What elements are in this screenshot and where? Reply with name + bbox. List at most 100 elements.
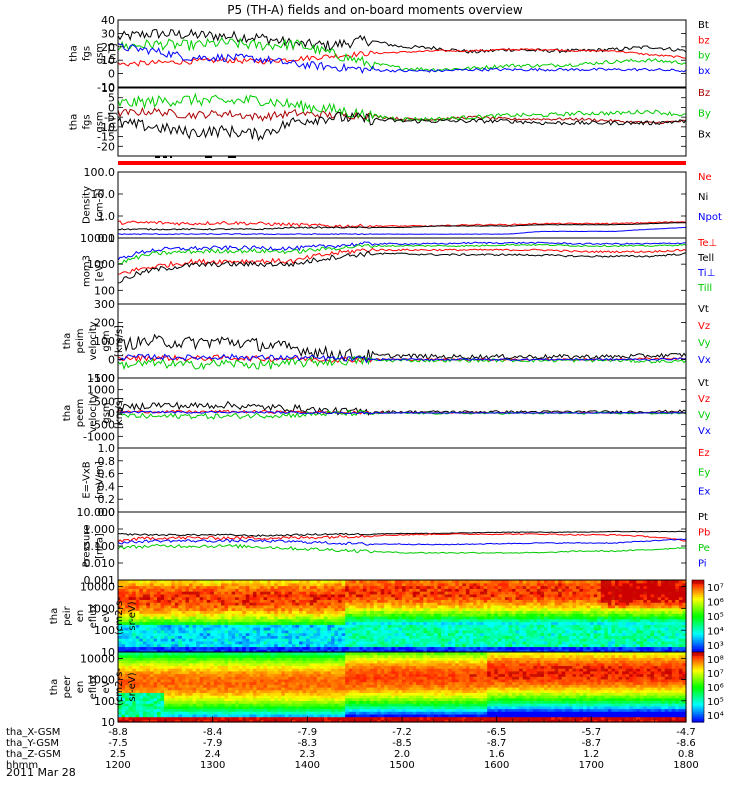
y-tick-label: 10000 — [80, 652, 115, 665]
series-line-Te⊥ — [117, 247, 687, 275]
colorbar-label: 10⁴ — [707, 627, 724, 638]
colorbar-label: 10⁷ — [707, 669, 724, 680]
panel-7: 10.000 1.000 0.100 0.010 0.001 Pressure [nPa] P… — [77, 506, 711, 587]
y-tick-label: -15 — [97, 131, 115, 144]
y-tick-label: 5 — [108, 92, 115, 105]
colorbar-label: 10⁷ — [707, 583, 724, 594]
y-tick-label: 0.001 — [84, 574, 116, 587]
time-row-value: 2.4 — [205, 749, 221, 760]
y-tick-label: 10 — [101, 82, 115, 95]
legend-entry: Npot — [698, 212, 722, 223]
y-tick-label: 100.0 — [84, 166, 116, 179]
y-tick-label: 0.4 — [98, 480, 116, 493]
colorbar-8: 10⁷ 10⁶ 10⁵ 10⁴ 10³ — [691, 579, 724, 653]
time-row-value: -7.5 — [108, 738, 128, 749]
legend-entry: bz — [698, 35, 710, 46]
series-line-By — [117, 92, 687, 123]
legend-entry: Ex — [698, 487, 710, 498]
y-tick-label: 0 — [108, 407, 115, 420]
time-row-value: -6.5 — [487, 727, 507, 738]
legend-entry: Vt — [698, 304, 709, 315]
legend-1: Bz By Bx — [698, 88, 711, 140]
time-row-value: 1500 — [389, 760, 414, 771]
series-line-Vy — [117, 355, 687, 371]
legend-2: Ne Ni Npot — [698, 172, 722, 223]
y-tick-label: 300 — [94, 298, 115, 311]
flag-mark — [170, 156, 172, 158]
y-tick-label: 10.0 — [91, 188, 116, 201]
time-row-value: 1300 — [200, 760, 225, 771]
time-row-value: 1.2 — [583, 749, 599, 760]
y-tick-label: 100 — [94, 335, 115, 348]
y-tick-label: 0.010 — [84, 557, 116, 570]
colorbar-label: 10³ — [707, 641, 724, 652]
time-row-value: 1800 — [673, 760, 698, 771]
y-tick-label: 1500 — [87, 372, 115, 385]
y-tick-label: 0.8 — [98, 455, 116, 468]
time-row-value: -8.7 — [582, 738, 602, 749]
panel-frame — [117, 171, 687, 239]
y-tick-label: -100 — [90, 372, 115, 385]
series-line-Pt — [117, 530, 687, 538]
legend-entry: Till — [697, 283, 712, 294]
y-tick-label: -20 — [97, 140, 115, 153]
series-line-Vx — [117, 353, 687, 364]
legend-7: Pt Pb Pe Pi — [698, 512, 710, 570]
legend-entry: Vy — [698, 410, 711, 421]
legend-entry: bx — [698, 66, 710, 77]
legend-entry: Pt — [698, 512, 708, 523]
flag-mark — [155, 156, 160, 158]
y-axis-label: tha peer en eflux eV (cm2-s-sr-eV) — [49, 668, 138, 706]
legend-entry: Bz — [698, 88, 710, 99]
panel-frame — [117, 447, 687, 513]
legend-entry: Pi — [698, 559, 707, 570]
y-tick-label: 10000 — [80, 232, 115, 245]
time-row-value: 1600 — [484, 760, 509, 771]
y-tick-label: 0.100 — [84, 540, 116, 553]
y-tick-label: 1.0 — [98, 210, 116, 223]
legend-entry: Ez — [698, 448, 710, 459]
series-line-Vt — [117, 400, 687, 416]
legend-entry: Pb — [698, 528, 710, 539]
legend-entry: Vx — [698, 426, 711, 437]
quality-flag-bar — [118, 156, 686, 165]
legend-entry: Te⊥ — [697, 238, 717, 249]
panel-6: 1.00.80.60.40.20.0 E=-VxB [mV/m] Ez Ey Ex — [82, 442, 711, 519]
y-tick-label: 1.000 — [84, 523, 116, 536]
time-row-value: 1400 — [295, 760, 320, 771]
y-axis-label: tha peim velocity gsm [km/s] — [62, 321, 125, 360]
y-tick-label: -500 — [90, 419, 115, 432]
legend-entry: Vt — [698, 378, 709, 389]
colorbar-9: 10⁸ 10⁷ 10⁶ 10⁵ 10⁴ — [691, 651, 724, 723]
series-line-Npot — [117, 226, 687, 236]
series-line-Ti⊥ — [117, 241, 687, 261]
flag-bar-red — [118, 161, 686, 165]
legend-entry: Ne — [698, 172, 712, 183]
legend-entry: Pe — [698, 543, 710, 554]
series-line-bz — [117, 48, 687, 67]
time-row-value: 1700 — [579, 760, 604, 771]
legend-entry: Ti⊥ — [697, 268, 715, 279]
colorbar-label: 10⁶ — [707, 683, 724, 694]
y-axis-label: mom3 [eV] — [82, 255, 106, 287]
y-axis-label: tha fgs gsm [nT] — [69, 43, 119, 64]
legend-6: Ez Ey Ex — [698, 448, 710, 498]
y-tick-label: 1000 — [87, 384, 115, 397]
legend-entry: Bt — [698, 20, 709, 31]
time-row-value: -5.7 — [582, 727, 602, 738]
y-tick-label: 1000 — [87, 602, 115, 615]
y-axis-label: tha peir en eflux eV (cm2-s-sr-eV) — [49, 597, 138, 635]
time-row-label: tha_Z-GSM — [6, 749, 61, 760]
y-tick-label: 0 — [108, 68, 115, 81]
series-line-Vt — [117, 333, 687, 364]
colorbar-label: 10⁶ — [707, 598, 724, 609]
y-tick-label: -5 — [104, 111, 115, 124]
y-tick-label: -10 — [97, 121, 115, 134]
legend-entry: Vy — [698, 338, 711, 349]
y-tick-label: 1000 — [87, 258, 115, 271]
flag-mark — [205, 156, 212, 158]
y-tick-label: 1.0 — [98, 442, 116, 455]
legend-entry: Vz — [698, 394, 710, 405]
